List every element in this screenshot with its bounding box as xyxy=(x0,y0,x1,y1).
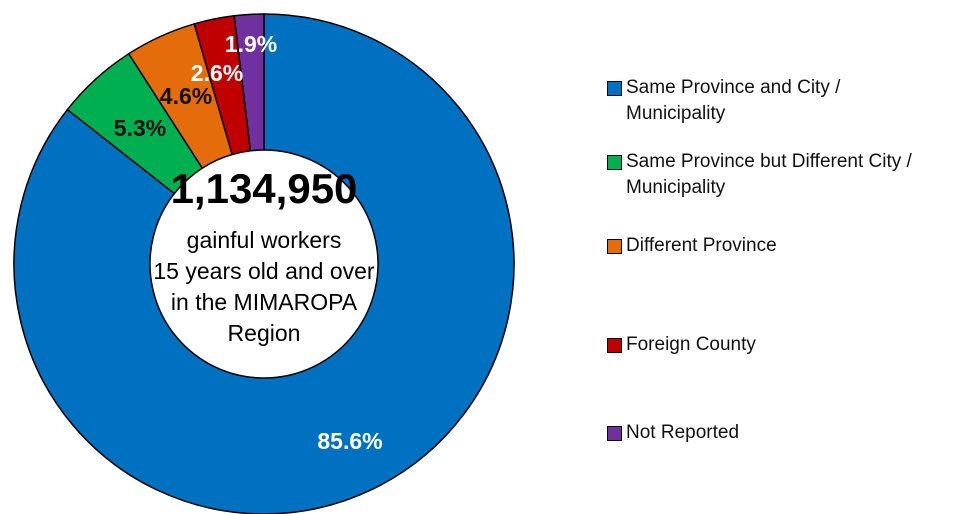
legend-item: Foreign County xyxy=(607,332,927,358)
legend-label: Same Province but Different City / Munic… xyxy=(626,151,912,198)
legend-swatch xyxy=(607,81,622,96)
legend-label: Different Province xyxy=(626,235,777,256)
legend-swatch xyxy=(607,426,622,441)
legend-item: Not Reported xyxy=(607,420,927,446)
legend-swatch xyxy=(607,338,622,353)
center-text: gainful workers xyxy=(187,227,342,253)
legend-label: Foreign County xyxy=(626,334,756,355)
legend-label: Not Reported xyxy=(626,422,740,443)
data-label: 2.6% xyxy=(191,60,243,86)
slice xyxy=(233,13,265,152)
center-text: Region xyxy=(228,320,301,346)
legend-swatch xyxy=(607,155,622,170)
data-label: 1.9% xyxy=(225,31,277,57)
data-label: 4.6% xyxy=(160,83,212,109)
legend-swatch xyxy=(607,239,622,254)
legend-item: Same Province and City / Municipality xyxy=(607,75,927,127)
legend-label: Same Province and City / Municipality xyxy=(626,77,841,124)
legend-item: Same Province but Different City / Munic… xyxy=(607,149,927,201)
center-text: in the MIMAROPA xyxy=(171,289,358,315)
slice xyxy=(13,13,515,514)
data-label: 5.3% xyxy=(114,115,166,141)
center-title: 1,134,950 xyxy=(171,165,358,212)
data-label: 85.6% xyxy=(317,428,382,454)
center-text: 15 years old and over xyxy=(153,258,375,284)
legend-item: Different Province xyxy=(607,233,927,259)
